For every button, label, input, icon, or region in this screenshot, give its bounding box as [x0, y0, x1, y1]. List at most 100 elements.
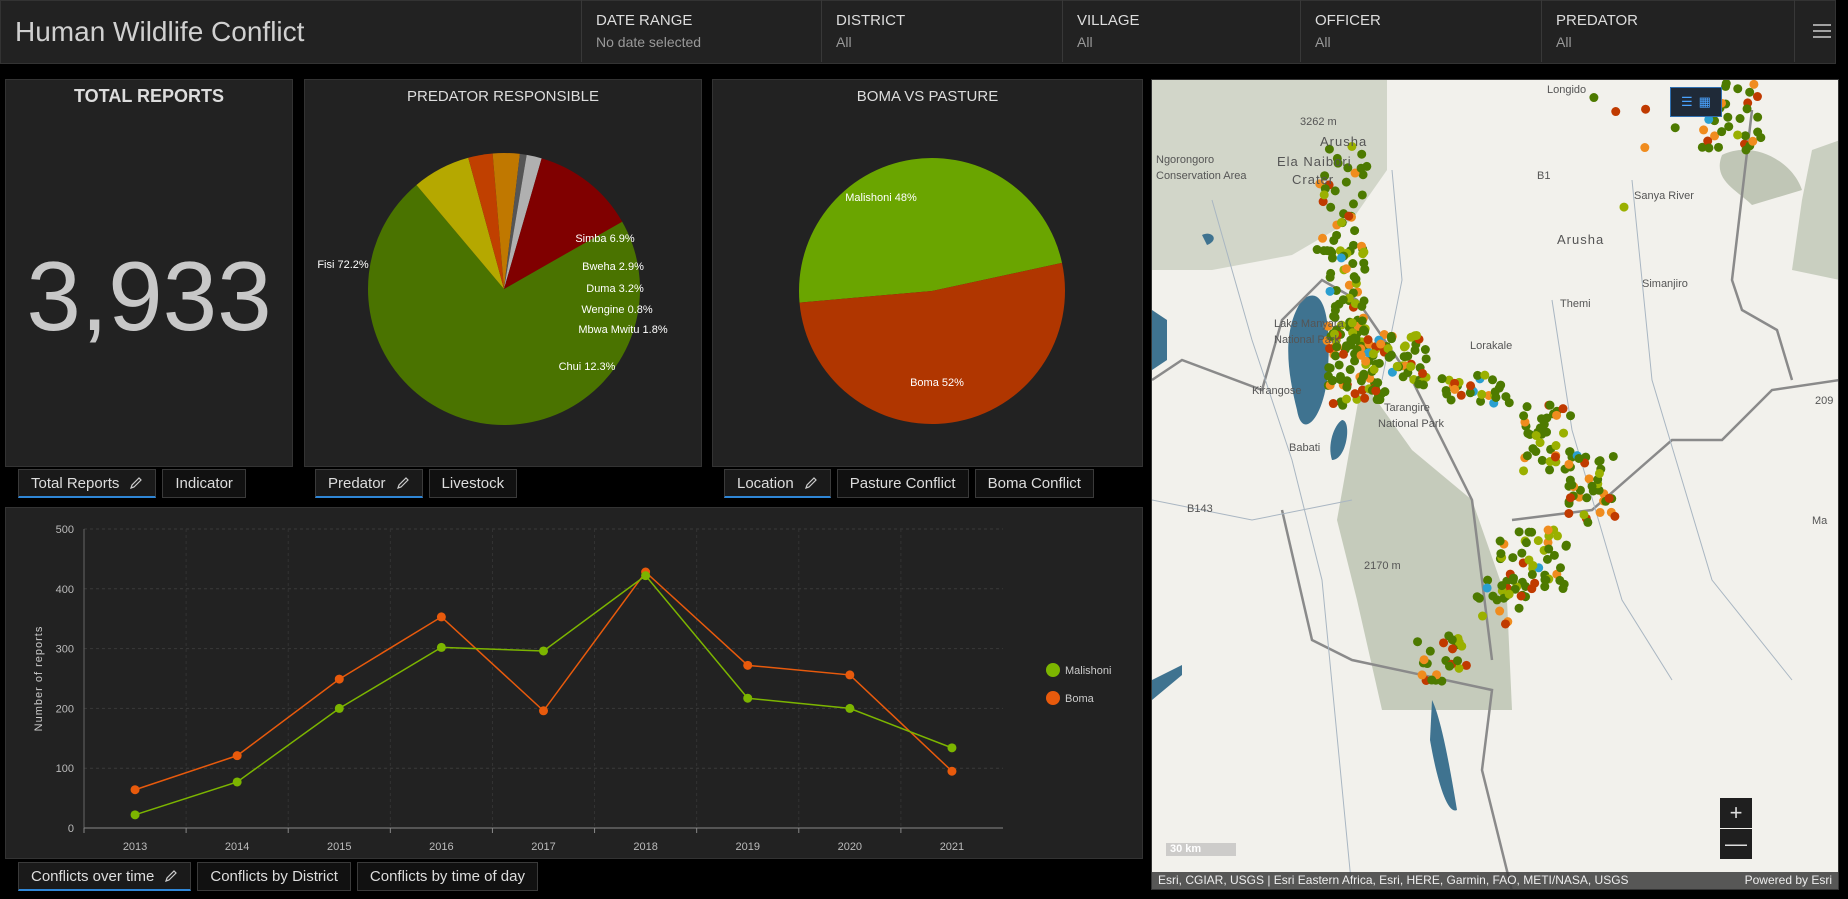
conflict-point[interactable]	[1357, 316, 1367, 326]
tab-conflicts-by-district[interactable]: Conflicts by District	[197, 862, 351, 891]
conflict-point[interactable]	[1386, 350, 1396, 360]
conflict-point[interactable]	[1555, 575, 1565, 585]
conflict-point[interactable]	[1545, 465, 1555, 475]
tab-predator[interactable]: Predator	[315, 469, 423, 498]
conflict-point[interactable]	[1500, 619, 1510, 629]
conflict-point[interactable]	[1338, 349, 1348, 359]
conflict-point[interactable]	[1421, 354, 1431, 364]
conflict-point[interactable]	[1579, 510, 1589, 520]
conflict-point[interactable]	[1594, 468, 1604, 478]
conflict-point[interactable]	[1332, 230, 1342, 240]
data-point-boma[interactable]	[845, 670, 855, 680]
conflict-point[interactable]	[1530, 578, 1540, 588]
conflict-point[interactable]	[1714, 142, 1724, 152]
conflict-point[interactable]	[1542, 413, 1552, 423]
conflict-point[interactable]	[1454, 663, 1464, 673]
conflict-point[interactable]	[1640, 143, 1650, 153]
data-point-boma[interactable]	[436, 612, 446, 622]
conflict-point[interactable]	[1373, 378, 1383, 388]
legend-label[interactable]: Boma	[1065, 693, 1095, 705]
conflict-point[interactable]	[1358, 249, 1368, 259]
conflict-point[interactable]	[1325, 363, 1335, 373]
conflict-point[interactable]	[1497, 581, 1507, 591]
conflict-point[interactable]	[1446, 395, 1456, 405]
conflict-point[interactable]	[1504, 589, 1514, 599]
conflict-point[interactable]	[1347, 141, 1357, 151]
conflict-point[interactable]	[1336, 253, 1346, 263]
conflict-point[interactable]	[1545, 400, 1555, 410]
conflict-point[interactable]	[1450, 384, 1460, 394]
conflict-point[interactable]	[1325, 286, 1335, 296]
conflict-point[interactable]	[1375, 395, 1385, 405]
conflict-point[interactable]	[1330, 305, 1340, 315]
conflict-point[interactable]	[1753, 112, 1763, 122]
filter-officer[interactable]: OFFICER All	[1300, 0, 1541, 62]
conflict-point[interactable]	[1611, 107, 1621, 117]
conflict-point[interactable]	[1406, 362, 1416, 372]
conflict-point[interactable]	[1344, 211, 1354, 221]
conflict-point[interactable]	[1721, 80, 1731, 89]
pie-slice-mbwa-mwitu[interactable]	[504, 154, 542, 289]
conflict-point[interactable]	[1371, 386, 1381, 396]
conflict-point[interactable]	[1418, 368, 1428, 378]
conflict-point[interactable]	[1341, 264, 1351, 274]
pie-slice-malishoni[interactable]	[799, 157, 1062, 303]
conflict-point[interactable]	[1527, 570, 1537, 580]
conflict-point[interactable]	[1477, 389, 1487, 399]
data-point-malishoni[interactable]	[334, 703, 344, 713]
conflict-point[interactable]	[1551, 441, 1561, 451]
tab-livestock[interactable]: Livestock	[428, 469, 518, 498]
conflict-point[interactable]	[1641, 104, 1651, 114]
data-point-malishoni[interactable]	[845, 703, 855, 713]
conflict-point[interactable]	[1480, 370, 1490, 380]
conflict-point[interactable]	[1552, 531, 1562, 541]
conflict-point[interactable]	[1477, 611, 1487, 621]
tab-total-reports[interactable]: Total Reports	[18, 469, 157, 498]
conflict-point[interactable]	[1583, 517, 1593, 527]
conflict-point[interactable]	[1561, 540, 1571, 550]
conflict-point[interactable]	[1419, 380, 1429, 390]
conflict-point[interactable]	[1490, 387, 1500, 397]
conflict-point[interactable]	[1533, 536, 1543, 546]
conflict-point[interactable]	[1412, 330, 1422, 340]
conflict-point[interactable]	[1348, 259, 1358, 269]
conflict-point[interactable]	[1319, 190, 1329, 200]
conflict-point[interactable]	[1342, 376, 1352, 386]
pie-slice-fisi[interactable]	[367, 184, 640, 425]
conflict-point[interactable]	[1476, 396, 1486, 406]
conflict-point[interactable]	[1379, 330, 1389, 340]
conflict-point[interactable]	[1330, 351, 1340, 361]
conflict-point[interactable]	[1447, 635, 1457, 645]
data-point-boma[interactable]	[743, 660, 753, 670]
conflict-point[interactable]	[1454, 637, 1464, 647]
conflict-point[interactable]	[1756, 133, 1766, 143]
conflict-point[interactable]	[1348, 199, 1358, 209]
conflict-point[interactable]	[1347, 318, 1357, 328]
conflict-point[interactable]	[1516, 591, 1526, 601]
conflict-point[interactable]	[1537, 455, 1547, 465]
conflict-point[interactable]	[1392, 361, 1402, 371]
data-point-malishoni[interactable]	[947, 743, 957, 753]
conflict-point[interactable]	[1399, 352, 1409, 362]
conflict-point[interactable]	[1595, 456, 1605, 466]
conflict-point[interactable]	[1549, 550, 1559, 560]
data-point-malishoni[interactable]	[539, 646, 548, 656]
conflict-point[interactable]	[1461, 660, 1471, 670]
conflict-point[interactable]	[1495, 536, 1505, 546]
conflict-point[interactable]	[1740, 131, 1750, 141]
tab-conflicts-by-time-of-day[interactable]: Conflicts by time of day	[356, 862, 538, 891]
data-point-boma[interactable]	[232, 751, 242, 761]
conflict-point[interactable]	[1350, 389, 1360, 399]
conflict-point[interactable]	[1488, 591, 1498, 601]
pie-slice-wengine[interactable]	[504, 153, 527, 289]
conflict-point[interactable]	[1710, 131, 1720, 141]
conflict-point[interactable]	[1361, 356, 1371, 366]
conflict-point[interactable]	[1425, 646, 1435, 656]
conflict-point[interactable]	[1334, 360, 1344, 370]
conflict-point[interactable]	[1542, 427, 1552, 437]
conflict-point[interactable]	[1495, 606, 1505, 616]
conflict-point[interactable]	[1517, 548, 1527, 558]
pie-slice-chui[interactable]	[504, 158, 623, 289]
filter-predator[interactable]: PREDATOR All	[1541, 0, 1781, 62]
conflict-point[interactable]	[1437, 676, 1447, 686]
